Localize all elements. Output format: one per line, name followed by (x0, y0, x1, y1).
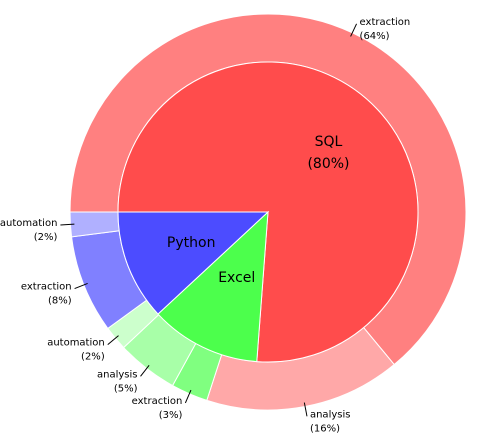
inner-segment-python (117, 211, 270, 315)
outer-value-sql-analysis: (16%) (310, 423, 340, 434)
outer-label-excel-extraction: extraction (132, 396, 183, 407)
outer-label-sql-analysis: analysis (310, 409, 351, 420)
leader-line-python-automation (60, 223, 75, 226)
outer-label-sql-extraction: extraction (360, 17, 411, 28)
inner-label-sql: SQL (315, 134, 343, 150)
inner-label-excel: Excel (218, 270, 255, 286)
inner-value-sql: (80%) (307, 156, 349, 172)
leader-line-excel-analysis (140, 364, 150, 377)
outer-value-python-extraction: (8%) (48, 296, 72, 307)
inner-segment-sql (117, 61, 419, 363)
outer-value-excel-analysis: (5%) (114, 383, 138, 394)
outer-label-excel-analysis: analysis (97, 369, 138, 380)
inner-segment-excel (157, 210, 269, 363)
outer-value-excel-extraction: (3%) (159, 410, 183, 421)
leader-line-excel-automation (107, 335, 119, 345)
outer-value-python-automation: (2%) (34, 232, 58, 243)
leader-line-sql-analysis (303, 402, 308, 417)
leader-line-sql-extraction (350, 23, 358, 37)
outer-label-python-extraction: extraction (21, 282, 72, 293)
leader-line-python-extraction (74, 282, 88, 290)
outer-label-python-automation: automation (0, 218, 57, 229)
outer-label-excel-automation: automation (47, 338, 105, 349)
inner-label-python: Python (167, 235, 216, 251)
outer-value-sql-extraction: (64%) (360, 31, 390, 42)
leader-line-excel-extraction (184, 389, 192, 404)
outer-value-excel-automation: (2%) (81, 352, 105, 363)
